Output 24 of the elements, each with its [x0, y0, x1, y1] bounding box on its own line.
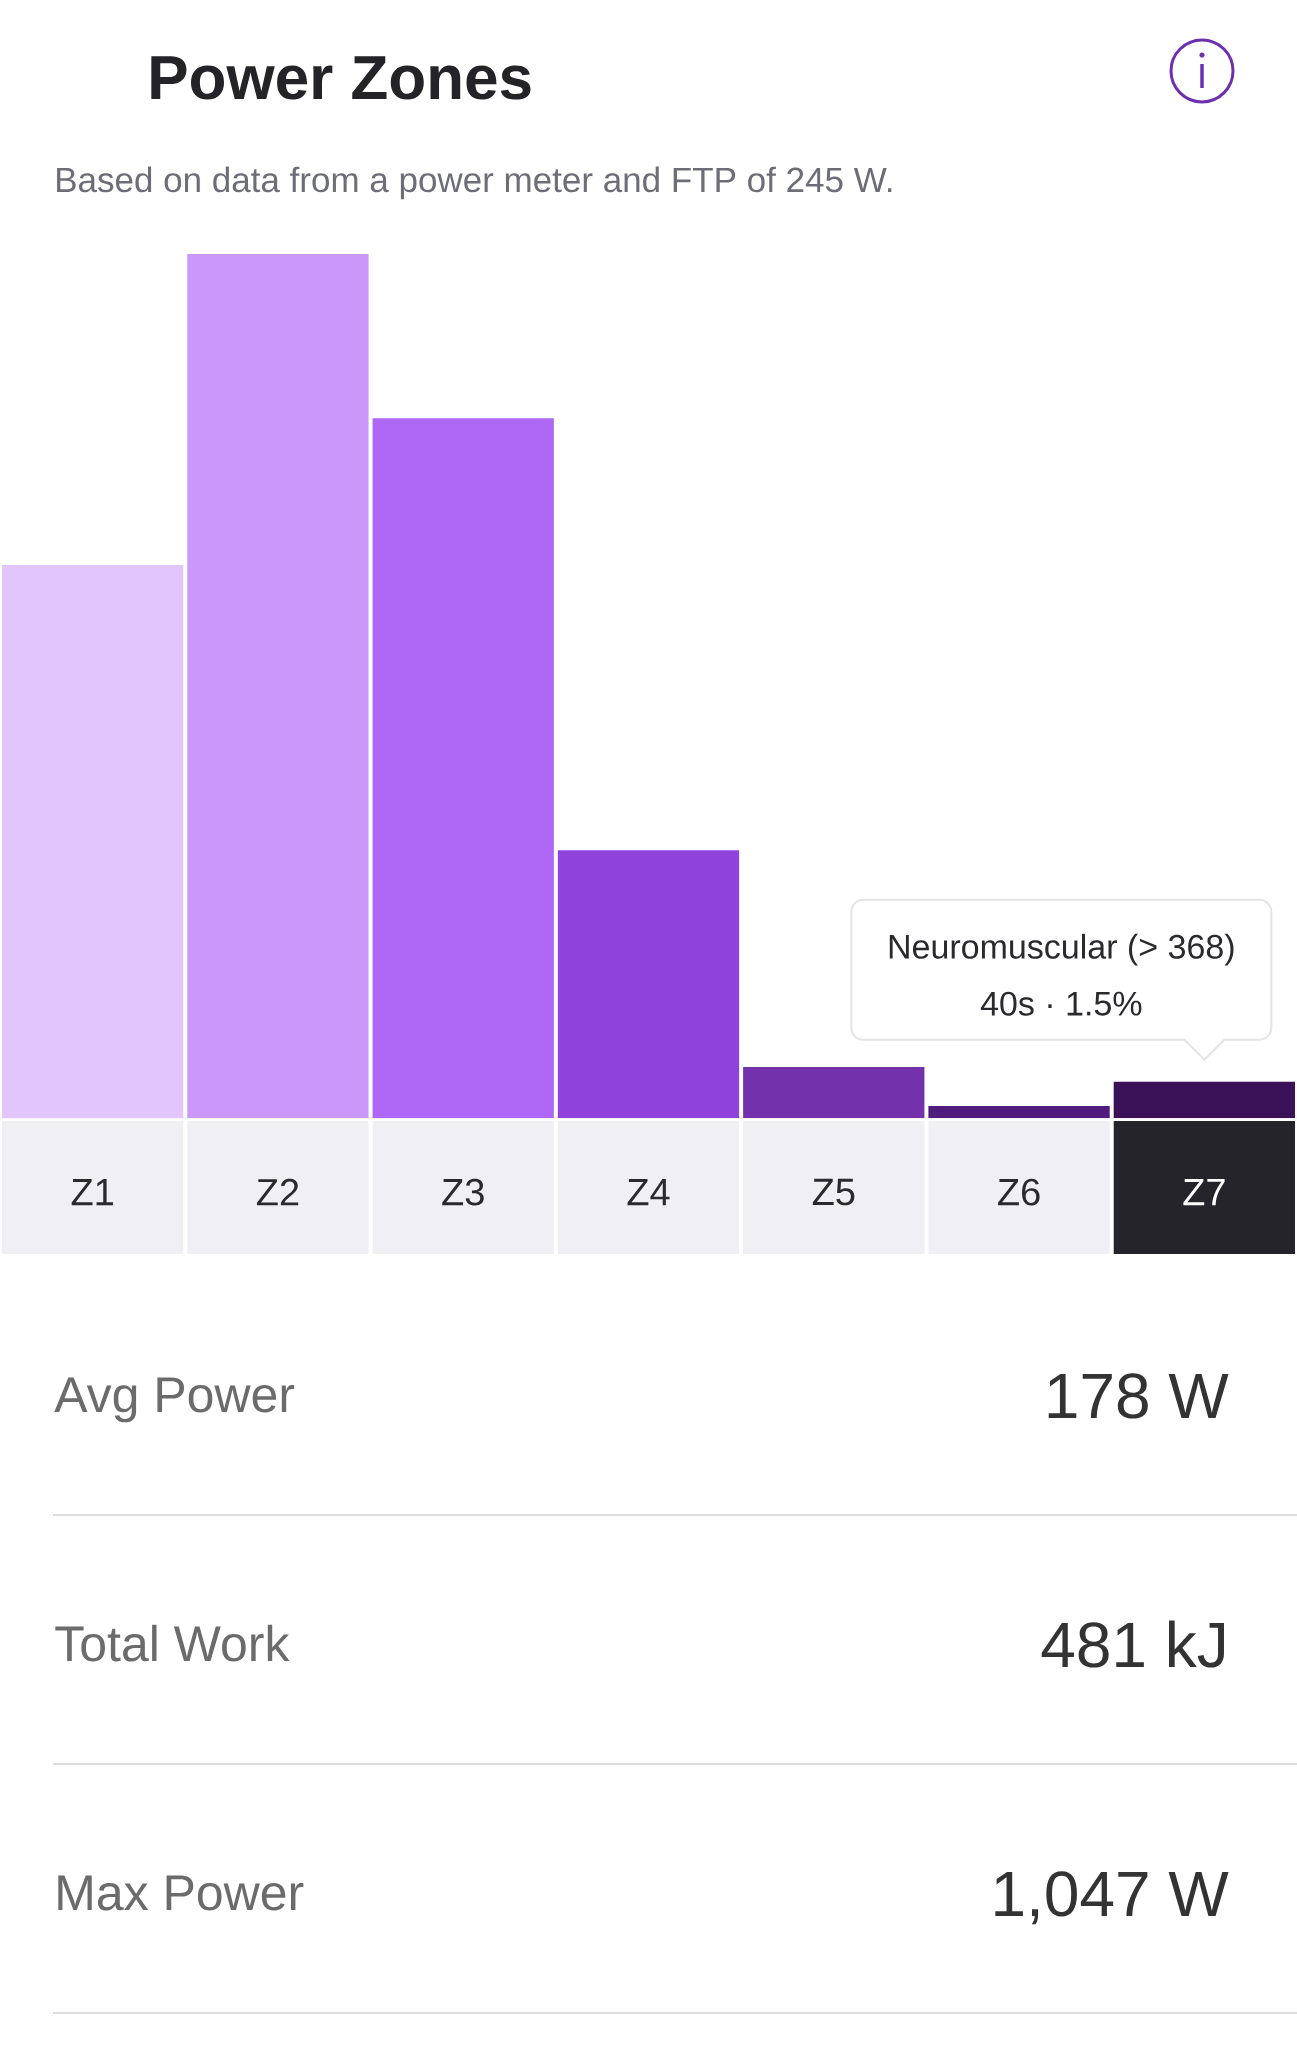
bar — [2, 565, 184, 1118]
bar — [743, 1067, 925, 1118]
chart-title: Power Zones — [151, 56, 531, 100]
x-tick-label: Z3 — [442, 1178, 484, 1206]
x-tick-label: Z1 — [71, 1179, 113, 1206]
text: Total Work — [55, 1624, 290, 1662]
x-tick-label: Z7 — [1183, 1179, 1225, 1206]
text: 1,047 W — [995, 1871, 1229, 1925]
annotation: 40s · 1.5% — [980, 991, 1142, 1016]
chart-subtitle: Based on data from a power meter and FTP of 245 W. — [57, 166, 892, 200]
bar — [372, 418, 554, 1118]
text: 178 W — [1048, 1373, 1229, 1419]
bar — [1113, 1081, 1295, 1118]
bar — [557, 850, 740, 1118]
text: Avg Power — [54, 1377, 295, 1423]
x-tick-label: Z2 — [256, 1178, 299, 1206]
bar — [928, 1105, 1110, 1118]
text: 481 kJ — [1041, 1620, 1224, 1668]
annotation: Neuromuscular (> 368) — [889, 933, 1234, 966]
text: Max Power — [58, 1875, 304, 1911]
x-tick-label: Z4 — [627, 1179, 670, 1206]
x-tick-label: Z6 — [998, 1178, 1040, 1206]
bar — [187, 253, 369, 1118]
x-tick-label: Z5 — [812, 1178, 855, 1206]
